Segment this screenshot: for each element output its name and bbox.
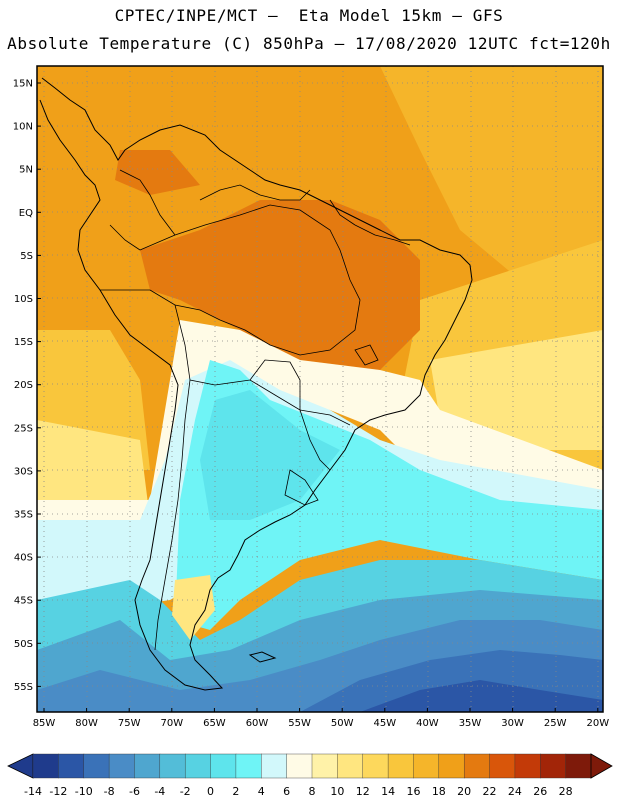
colorbar-swatch	[362, 753, 389, 779]
lat-label: 10S	[14, 294, 33, 305]
lat-label: 45S	[14, 596, 33, 607]
field-amazon-heat	[140, 200, 420, 370]
lon-label: 25W	[544, 718, 567, 729]
lon-label: 35W	[459, 718, 482, 729]
colorbar-label: -4	[154, 785, 165, 798]
colorbar-label: 6	[283, 785, 290, 798]
lon-label: 50W	[331, 718, 354, 729]
falkland-islands	[248, 651, 277, 663]
colorbar	[7, 753, 613, 779]
lat-label: 55S	[14, 682, 33, 693]
colorbar-swatch	[83, 753, 110, 779]
field-patagonia-warm	[172, 575, 215, 640]
colorbar-swatch	[261, 753, 288, 779]
colorbar-label: -12	[49, 785, 67, 798]
colorbar-swatch	[337, 753, 364, 779]
lon-label: 55W	[288, 718, 311, 729]
colorbar-label: 12	[356, 785, 370, 798]
colorbar-label: -14	[24, 785, 42, 798]
lat-label: 40S	[14, 553, 33, 564]
colorbar-swatch	[514, 753, 541, 779]
coastlines	[39, 77, 473, 691]
colorbar-label: -6	[129, 785, 140, 798]
colorbar-label: 4	[258, 785, 265, 798]
lon-label: 65W	[203, 718, 226, 729]
colorbar-swatch	[159, 753, 186, 779]
colorbar-swatch	[58, 753, 85, 779]
colorbar-swatch	[387, 753, 414, 779]
lon-label: 70W	[160, 718, 183, 729]
colorbar-swatch	[311, 753, 338, 779]
colorbar-label: 24	[508, 785, 522, 798]
colorbar-label: -10	[75, 785, 93, 798]
map-frame	[36, 65, 604, 713]
field-east-orange	[380, 66, 603, 300]
lon-label: 45W	[373, 718, 396, 729]
lat-label: 20S	[14, 380, 33, 391]
colorbar-label: -8	[104, 785, 115, 798]
colorbar-swatch	[134, 753, 161, 779]
colorbar-label: 28	[559, 785, 573, 798]
colorbar-swatch	[565, 753, 592, 779]
lat-label: 5N	[19, 165, 33, 176]
map-title-line2: Absolute Temperature (C) 850hPa – 17/08/…	[7, 34, 611, 53]
lat-label: 30S	[14, 466, 33, 477]
colorbar-label: 16	[406, 785, 420, 798]
colorbar-label: 2	[232, 785, 239, 798]
colorbar-swatch	[489, 753, 516, 779]
colorbar-label: 26	[533, 785, 547, 798]
field-deepest-cold	[360, 680, 603, 712]
colorbar-swatch	[210, 753, 237, 779]
lat-label: EQ	[19, 208, 33, 219]
lat-label: 35S	[14, 510, 33, 521]
colorbar-swatch	[540, 753, 567, 779]
colorbar-swatch	[413, 753, 440, 779]
longitude-labels: 85W 80W 75W 70W 65W 60W 55W 50W 45W 40W 35W 30W 25W 2…	[33, 708, 609, 729]
colorbar-swatch	[286, 753, 313, 779]
colorbar-swatch	[235, 753, 262, 779]
colorbar-swatch	[438, 753, 465, 779]
colorbar-label: 8	[309, 785, 316, 798]
uruguay-outline	[284, 469, 319, 506]
colorbar-label: 20	[457, 785, 471, 798]
country-borders	[100, 169, 411, 651]
lon-label: 85W	[33, 718, 56, 729]
lat-label: 15S	[14, 337, 33, 348]
colorbar-swatch	[184, 753, 212, 779]
lat-label: 5S	[20, 251, 33, 262]
lat-label: 25S	[14, 423, 33, 434]
lon-label: 40W	[416, 718, 439, 729]
lat-label: 15N	[13, 79, 33, 90]
map-title-line1: CPTEC/INPE/MCT – Eta Model 15km – GFS	[114, 6, 504, 25]
lon-label: 30W	[501, 718, 524, 729]
lon-label: 80W	[75, 718, 98, 729]
lon-label: 60W	[246, 718, 269, 729]
lon-label: 20W	[586, 718, 609, 729]
lat-label: 10N	[13, 122, 33, 133]
temperature-field	[37, 66, 603, 712]
colorbar-labels: -14 -12 -10 -8 -6 -4 -2 0 2 4 6 8 10 12 14 16 18 20 22 24 26…	[24, 785, 573, 798]
field-cyan-core	[200, 390, 340, 520]
colorbar-label: 22	[483, 785, 497, 798]
colorbar-swatch	[32, 753, 59, 779]
colorbar-label: 14	[381, 785, 395, 798]
colorbar-label: 18	[432, 785, 446, 798]
colorbar-swatch	[108, 753, 135, 779]
colorbar-low-arrow	[7, 753, 34, 779]
colorbar-high-arrow	[590, 753, 613, 779]
colorbar-label: -2	[180, 785, 191, 798]
colorbar-swatch	[463, 753, 491, 779]
lon-label: 75W	[118, 718, 141, 729]
colorbar-label: 10	[330, 785, 344, 798]
field-north-heat	[115, 150, 200, 195]
latitude-labels: 15N 10N 5N EQ 5S 10S 15S 20S 25S 30S 35S 40S 45S 50S 5…	[13, 79, 41, 693]
field-atlantic-yellow	[430, 330, 603, 450]
lat-label: 50S	[14, 639, 33, 650]
colorbar-label: 0	[207, 785, 214, 798]
